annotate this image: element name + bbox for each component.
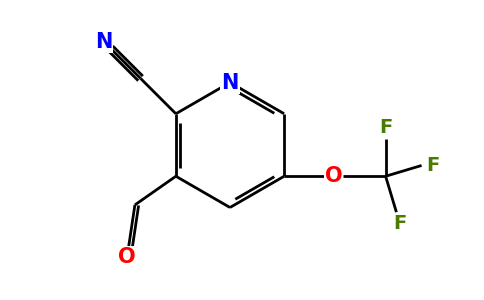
Text: N: N <box>95 32 112 52</box>
Text: O: O <box>118 247 136 267</box>
Text: F: F <box>426 156 439 175</box>
Text: O: O <box>325 166 343 186</box>
Text: F: F <box>379 118 392 137</box>
Text: F: F <box>393 214 407 233</box>
Text: N: N <box>221 73 239 92</box>
